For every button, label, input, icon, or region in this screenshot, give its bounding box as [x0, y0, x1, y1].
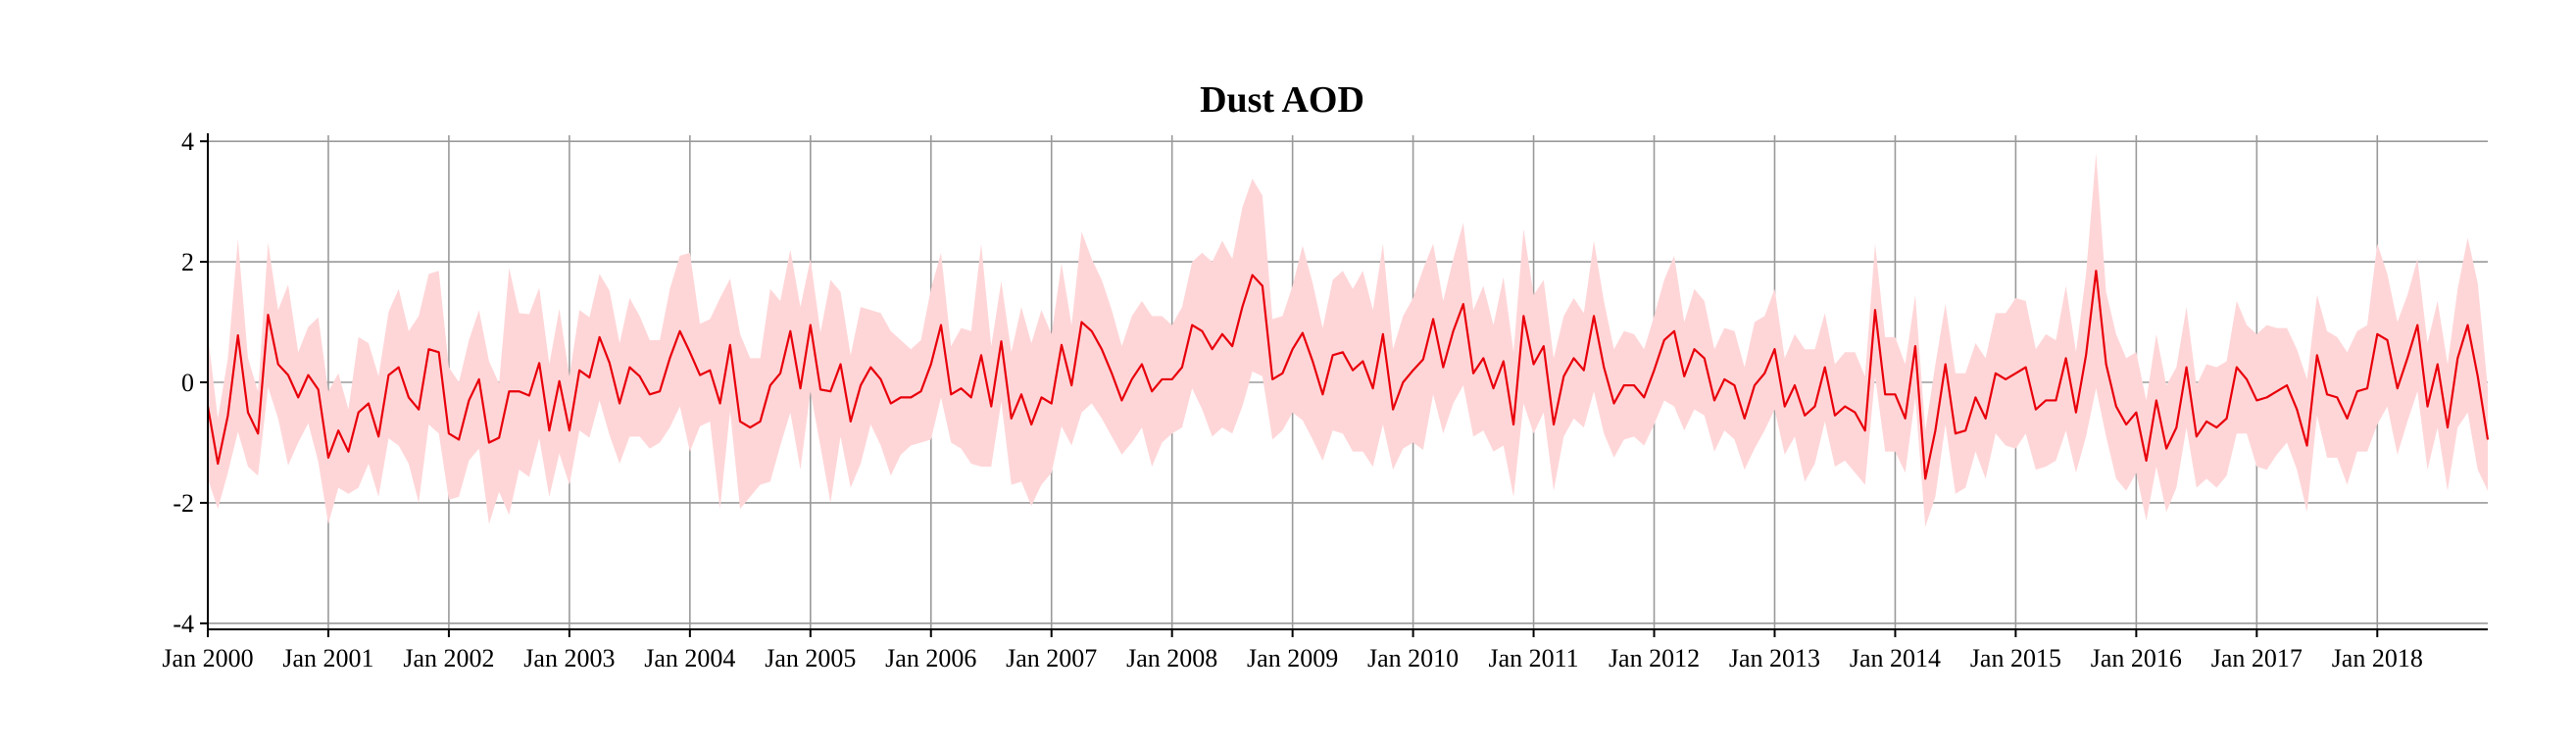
chart-title: Dust AOD	[1200, 79, 1364, 121]
series-line	[206, 270, 2490, 480]
x-tick-label: Jan 2011	[1488, 644, 1578, 672]
series-line-layer	[206, 270, 2490, 480]
y-tick-label: -4	[173, 610, 194, 638]
x-tick-label: Jan 2016	[2091, 644, 2182, 672]
x-tick-label: Jan 2017	[2211, 644, 2303, 672]
y-tick-label: 0	[181, 369, 194, 397]
y-tick-label: -2	[173, 489, 194, 518]
x-tick-label: Jan 2000	[162, 644, 253, 672]
x-tick-label: Jan 2001	[282, 644, 373, 672]
x-tick-label: Jan 2018	[2332, 644, 2423, 672]
x-tick-label: Jan 2012	[1609, 644, 1700, 672]
x-tick-label: Jan 2003	[523, 644, 615, 672]
x-tick-label: Jan 2009	[1247, 644, 1338, 672]
x-tick-label: Jan 2014	[1850, 644, 1941, 672]
x-tick-label: Jan 2015	[1970, 644, 2061, 672]
x-tick-label: Jan 2005	[765, 644, 856, 672]
uncertainty-band	[208, 153, 2488, 527]
x-tick-label: Jan 2010	[1367, 644, 1459, 672]
x-tick-label: Jan 2002	[403, 644, 494, 672]
x-tick-label: Jan 2006	[885, 644, 976, 672]
y-tick-label: 4	[181, 127, 194, 156]
y-tick-label: 2	[181, 248, 194, 276]
x-tick-label: Jan 2008	[1126, 644, 1217, 672]
x-tick-label: Jan 2013	[1729, 644, 1820, 672]
uncertainty-band-layer	[208, 153, 2488, 527]
x-tick-label: Jan 2004	[644, 644, 735, 672]
axes	[200, 133, 2488, 637]
x-tick-label: Jan 2007	[1006, 644, 1097, 672]
tick-labels: 4 2 0 -2 -4 Jan 2000 Jan 2001 Jan 2002 Jan 2003 J…	[162, 127, 2422, 672]
